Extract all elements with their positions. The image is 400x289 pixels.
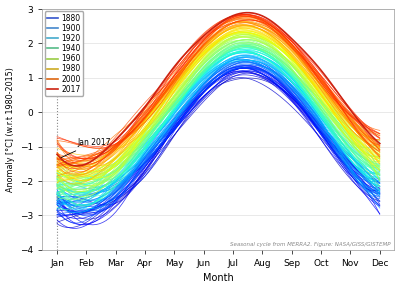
Text: Jan 2017: Jan 2017 [61,138,111,158]
X-axis label: Month: Month [203,273,234,284]
Legend: 1880, 1900, 1920, 1940, 1960, 1980, 2000, 2017: 1880, 1900, 1920, 1940, 1960, 1980, 2000… [45,11,83,96]
Text: Seasonal cycle from MERRA2. Figure: NASA/GISS/GISTEMP: Seasonal cycle from MERRA2. Figure: NASA… [230,242,391,247]
Y-axis label: Anomaly [°C] (w.r.t 1980-2015): Anomaly [°C] (w.r.t 1980-2015) [6,67,14,192]
